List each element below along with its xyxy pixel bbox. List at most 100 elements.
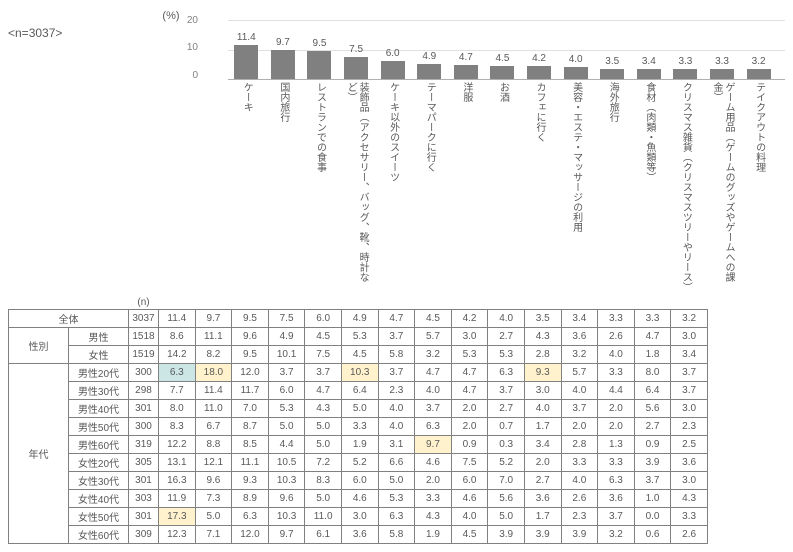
- n-header: (n): [129, 296, 159, 310]
- row-label: 男性30代: [69, 382, 129, 400]
- bar-value-label: 6.0: [386, 48, 400, 59]
- category-label: お酒: [496, 82, 508, 292]
- data-cell: 4.0: [524, 400, 561, 418]
- data-cell: 1.9: [341, 436, 378, 454]
- data-cell: 5.7: [561, 364, 598, 382]
- bar-value-label: 3.5: [605, 56, 619, 67]
- data-cell: 3.2: [561, 346, 598, 364]
- data-cell: 3.7: [488, 382, 525, 400]
- n-cell: 300: [129, 364, 159, 382]
- row-label: 男性: [69, 328, 129, 346]
- n-cell: 309: [129, 526, 159, 544]
- data-cell: 3.7: [378, 328, 415, 346]
- data-cell: 3.4: [671, 346, 708, 364]
- data-cell: 2.0: [451, 418, 488, 436]
- data-cell: 1.9: [415, 526, 452, 544]
- data-cell: 6.0: [305, 310, 342, 328]
- data-cell: 3.6: [341, 526, 378, 544]
- data-cell: 3.7: [305, 364, 342, 382]
- data-cell: 3.0: [671, 472, 708, 490]
- n-cell: 305: [129, 454, 159, 472]
- data-cell: 6.0: [268, 382, 305, 400]
- category-label: 国内旅行: [277, 82, 289, 292]
- data-cell: 18.0: [195, 364, 232, 382]
- data-cell: 7.2: [305, 454, 342, 472]
- data-cell: 6.3: [488, 364, 525, 382]
- data-cell: 10.3: [268, 472, 305, 490]
- data-cell: 0.3: [488, 436, 525, 454]
- data-cell: 12.2: [159, 436, 196, 454]
- row-label: 女性40代: [69, 490, 129, 508]
- data-cell: 2.5: [671, 436, 708, 454]
- bar-value-label: 3.4: [642, 56, 656, 67]
- data-cell: 9.7: [195, 310, 232, 328]
- data-cell: 6.0: [451, 472, 488, 490]
- data-cell: 9.6: [195, 472, 232, 490]
- data-cell: 5.6: [488, 490, 525, 508]
- data-cell: 3.7: [671, 364, 708, 382]
- data-cell: 8.3: [159, 418, 196, 436]
- category-label: テーマパークに行く: [423, 82, 435, 292]
- data-cell: 6.6: [378, 454, 415, 472]
- data-cell: 2.7: [524, 472, 561, 490]
- n-cell: 301: [129, 472, 159, 490]
- data-cell: 7.3: [195, 490, 232, 508]
- data-cell: 6.0: [341, 472, 378, 490]
- data-cell: 4.3: [305, 400, 342, 418]
- data-cell: 8.9: [232, 490, 269, 508]
- data-cell: 9.7: [268, 526, 305, 544]
- data-cell: 4.5: [415, 310, 452, 328]
- data-cell: 4.0: [451, 508, 488, 526]
- row-label: 男性40代: [69, 400, 129, 418]
- data-cell: 12.3: [159, 526, 196, 544]
- data-cell: 1.0: [634, 490, 671, 508]
- data-cell: 2.0: [598, 400, 635, 418]
- data-cell: 4.0: [378, 418, 415, 436]
- bar: 9.5: [301, 38, 338, 80]
- y-tick: 20: [187, 15, 198, 26]
- data-cell: 4.3: [671, 490, 708, 508]
- data-cell: 3.3: [415, 490, 452, 508]
- data-cell: 4.9: [268, 328, 305, 346]
- data-cell: 4.7: [451, 364, 488, 382]
- data-cell: 1.7: [524, 418, 561, 436]
- data-cell: 10.3: [341, 364, 378, 382]
- data-cell: 2.6: [598, 328, 635, 346]
- n-cell: 303: [129, 490, 159, 508]
- data-cell: 2.7: [488, 400, 525, 418]
- data-cell: 6.3: [415, 418, 452, 436]
- row-label: 女性: [69, 346, 129, 364]
- n-cell: 1518: [129, 328, 159, 346]
- bar: 6.0: [374, 48, 411, 79]
- bar: 3.4: [631, 56, 668, 79]
- data-cell: 12.0: [232, 364, 269, 382]
- data-cell: 3.2: [671, 310, 708, 328]
- data-cell: 14.2: [159, 346, 196, 364]
- bar: 4.7: [448, 52, 485, 79]
- data-cell: 9.6: [268, 490, 305, 508]
- bar: 3.3: [667, 56, 704, 79]
- data-cell: 3.6: [561, 328, 598, 346]
- data-cell: 4.0: [598, 346, 635, 364]
- n-cell: 1519: [129, 346, 159, 364]
- row-label: 女性50代: [69, 508, 129, 526]
- bar: 11.4: [228, 32, 265, 79]
- bar-value-label: 9.7: [276, 37, 290, 48]
- data-cell: 4.3: [524, 328, 561, 346]
- data-cell: 6.3: [232, 508, 269, 526]
- data-cell: 11.1: [195, 328, 232, 346]
- data-cell: 0.0: [634, 508, 671, 526]
- bar-value-label: 4.5: [496, 53, 510, 64]
- data-cell: 6.1: [305, 526, 342, 544]
- data-cell: 8.3: [305, 472, 342, 490]
- data-cell: 2.7: [634, 418, 671, 436]
- bar: 3.2: [740, 56, 777, 79]
- data-cell: 4.5: [305, 328, 342, 346]
- data-cell: 4.3: [415, 508, 452, 526]
- data-cell: 3.7: [598, 508, 635, 526]
- row-group-sex: 性別: [9, 328, 69, 364]
- data-cell: 3.0: [671, 328, 708, 346]
- category-label: レストランでの食事: [313, 82, 325, 292]
- data-cell: 5.8: [378, 526, 415, 544]
- data-cell: 2.0: [451, 400, 488, 418]
